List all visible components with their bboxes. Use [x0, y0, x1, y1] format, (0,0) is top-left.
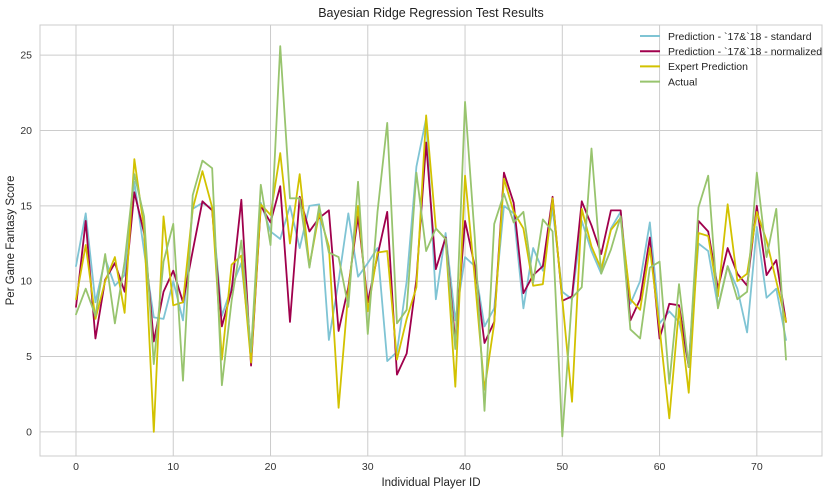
x-tick-label: 70	[751, 461, 763, 473]
y-axis-ticks: 0 5 10 15 20 25	[20, 50, 32, 439]
x-tick-label: 10	[167, 461, 179, 473]
legend-label: Prediction - `17&`18 - standard	[668, 31, 812, 43]
x-tick-label: 40	[459, 461, 471, 473]
y-tick-label: 0	[26, 426, 32, 438]
legend-label: Expert Prediction	[668, 61, 748, 73]
legend-label: Prediction - `17&`18 - normalized	[668, 46, 822, 58]
series-line-2	[75, 114, 787, 433]
x-tick-label: 60	[654, 461, 666, 473]
y-tick-label: 20	[20, 125, 32, 137]
series-lines	[75, 45, 787, 438]
legend-label: Actual	[668, 76, 697, 88]
y-tick-label: 5	[26, 351, 32, 363]
y-tick-label: 15	[20, 200, 32, 212]
y-axis-title: Per Game Fantasy Score	[5, 176, 17, 306]
plot-area-frame	[39, 24, 823, 457]
legend: Prediction - `17&`18 - standard Predictio…	[640, 31, 822, 88]
y-tick-label: 10	[20, 276, 32, 288]
x-axis-title: Individual Player ID	[381, 477, 480, 489]
x-tick-label: 50	[556, 461, 568, 473]
series-line-3	[75, 45, 787, 438]
x-axis-ticks: 0 10 20 30 40 50 60 70	[73, 461, 763, 473]
chart-title: Bayesian Ridge Regression Test Results	[318, 6, 544, 20]
x-tick-label: 20	[265, 461, 277, 473]
x-tick-label: 30	[362, 461, 374, 473]
x-tick-label: 0	[73, 461, 79, 473]
series-line-1	[75, 141, 787, 376]
y-tick-label: 25	[20, 50, 32, 62]
